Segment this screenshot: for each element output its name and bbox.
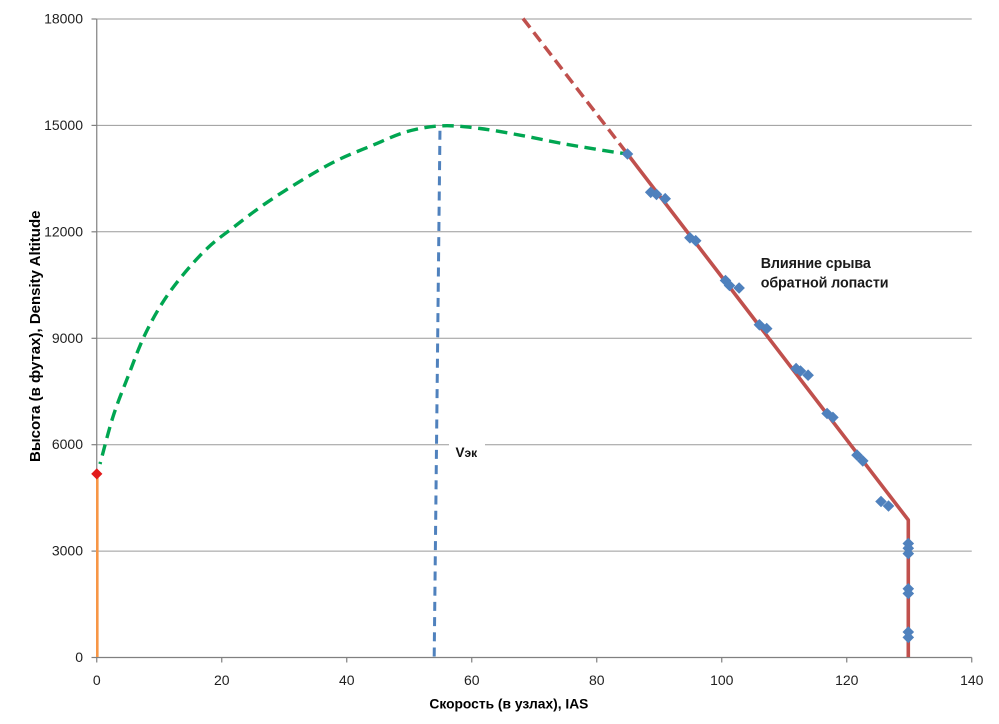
svg-text:Влияние срыва: Влияние срыва (761, 256, 872, 272)
svg-text:3000: 3000 (52, 543, 83, 559)
svg-text:0: 0 (93, 672, 101, 688)
svg-text:100: 100 (710, 672, 734, 688)
svg-text:12000: 12000 (44, 223, 83, 239)
svg-text:обратной лопасти: обратной лопасти (761, 276, 889, 292)
svg-text:Высота (в футах), Density Alti: Высота (в футах), Density Altitude (27, 211, 44, 462)
svg-text:15000: 15000 (44, 117, 83, 133)
svg-text:120: 120 (835, 672, 859, 688)
svg-text:9000: 9000 (52, 330, 83, 346)
svg-text:140: 140 (960, 672, 984, 688)
svg-text:18000: 18000 (44, 11, 83, 27)
svg-text:80: 80 (589, 672, 605, 688)
svg-text:6000: 6000 (52, 436, 83, 452)
svg-text:Vэк: Vэк (456, 445, 479, 460)
svg-text:20: 20 (214, 672, 230, 688)
svg-text:60: 60 (464, 672, 480, 688)
svg-text:Скорость (в узлах), IAS: Скорость (в узлах), IAS (429, 697, 588, 712)
svg-text:40: 40 (339, 672, 355, 688)
svg-text:0: 0 (75, 649, 83, 665)
